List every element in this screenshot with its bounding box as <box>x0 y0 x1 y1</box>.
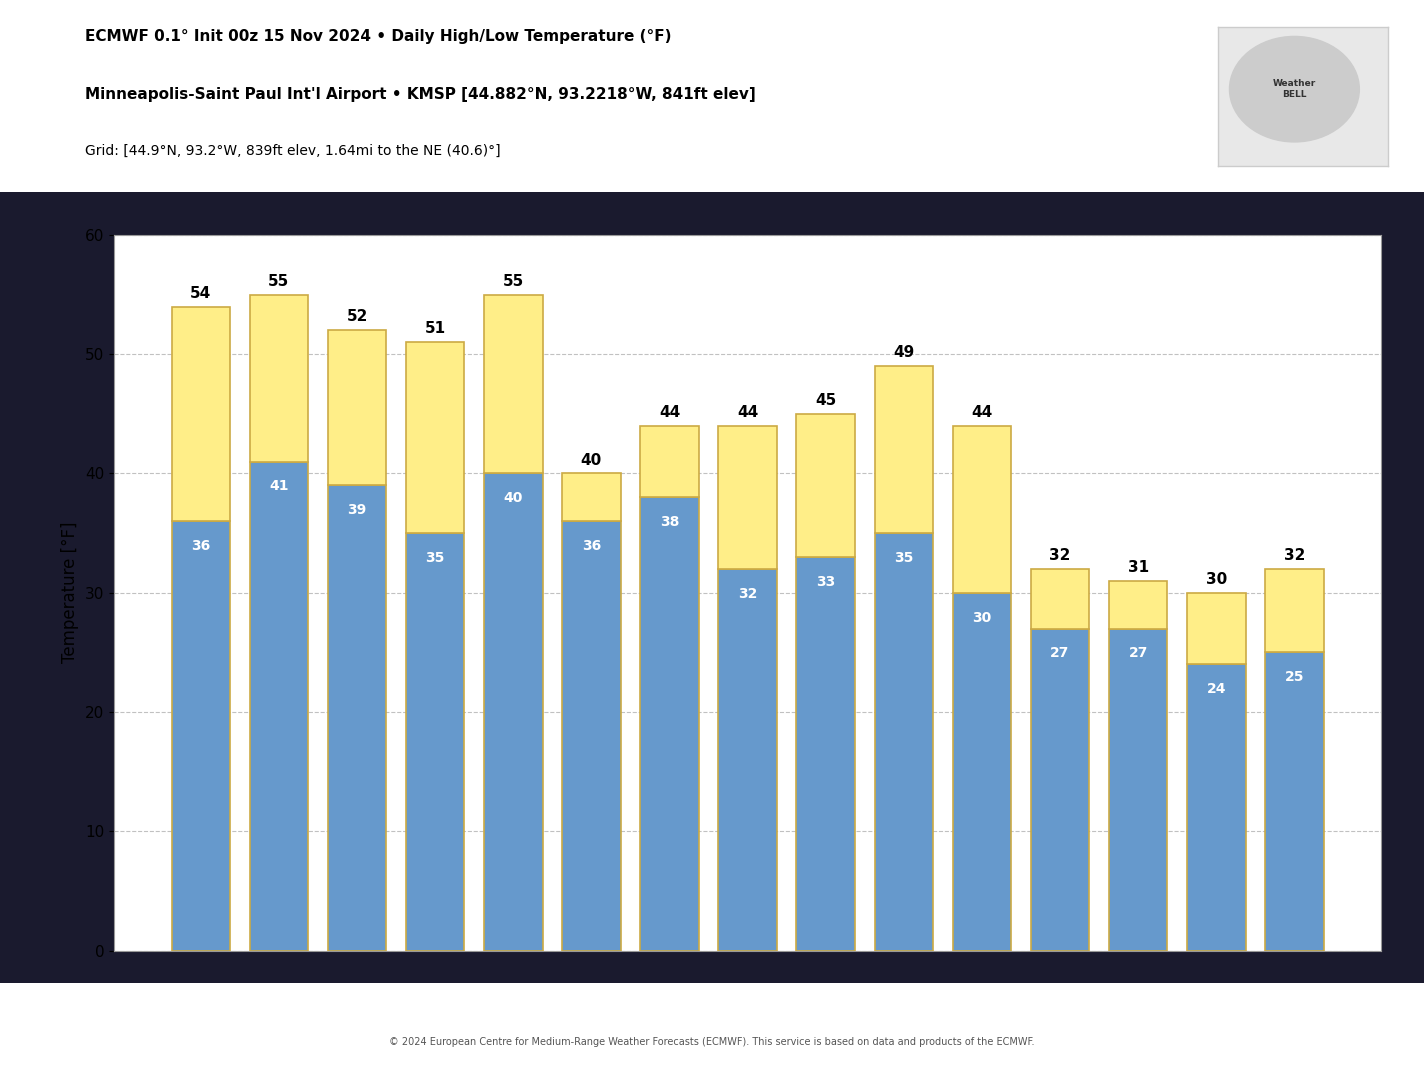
Text: Weather
BELL: Weather BELL <box>1273 79 1316 99</box>
Text: Sat: Sat <box>815 1016 836 1030</box>
Bar <box>796 557 854 951</box>
Text: 35: 35 <box>426 551 444 565</box>
Text: Sun: Sun <box>345 1016 370 1030</box>
Bar <box>249 461 308 951</box>
Text: Mon: Mon <box>968 1016 995 1030</box>
Text: 27 Nov: 27 Nov <box>1115 992 1162 1005</box>
Text: 31: 31 <box>1128 560 1149 575</box>
Bar <box>1031 569 1089 628</box>
Text: 23 Nov: 23 Nov <box>802 992 849 1005</box>
Text: 30: 30 <box>1206 571 1227 586</box>
Bar <box>406 342 464 533</box>
Text: 52: 52 <box>346 310 367 325</box>
Text: Thu: Thu <box>1203 1016 1229 1030</box>
Text: Mon: Mon <box>422 1016 449 1030</box>
Text: 36: 36 <box>582 539 601 553</box>
Bar <box>796 414 854 557</box>
Text: Fri: Fri <box>1286 1016 1303 1030</box>
Text: Tue: Tue <box>501 1016 524 1030</box>
Text: 55: 55 <box>503 273 524 288</box>
Text: 32: 32 <box>738 586 758 601</box>
Text: 55: 55 <box>268 273 289 288</box>
Text: 30: 30 <box>973 611 991 625</box>
Text: 17 Nov: 17 Nov <box>333 992 380 1005</box>
Bar <box>641 498 699 951</box>
Text: © 2024 European Centre for Medium-Range Weather Forecasts (ECMWF). This service : © 2024 European Centre for Medium-Range … <box>389 1037 1035 1048</box>
Bar <box>1031 628 1089 951</box>
Bar <box>484 295 543 473</box>
Bar <box>1265 569 1324 653</box>
Text: 21 Nov: 21 Nov <box>646 992 693 1005</box>
Text: 20 Nov: 20 Nov <box>568 992 615 1005</box>
Text: 35: 35 <box>894 551 914 565</box>
Text: 32: 32 <box>1049 548 1071 563</box>
Bar <box>1109 581 1168 628</box>
Text: ECMWF 0.1° Init 00z 15 Nov 2024 • Daily High/Low Temperature (°F): ECMWF 0.1° Init 00z 15 Nov 2024 • Daily … <box>85 29 672 44</box>
Text: 49: 49 <box>893 345 914 360</box>
Text: 33: 33 <box>816 575 836 588</box>
Text: 19 Nov: 19 Nov <box>490 992 537 1005</box>
Bar <box>1188 593 1246 664</box>
Text: Thu: Thu <box>656 1016 682 1030</box>
Text: 38: 38 <box>659 515 679 530</box>
Text: 44: 44 <box>971 405 993 420</box>
Text: 22 Nov: 22 Nov <box>723 992 772 1005</box>
Text: 36: 36 <box>191 539 211 553</box>
Bar <box>562 521 621 951</box>
Text: 24 Nov: 24 Nov <box>880 992 927 1005</box>
Bar <box>718 426 778 569</box>
Text: 54: 54 <box>191 285 211 300</box>
Text: 32: 32 <box>1283 548 1304 563</box>
Text: 29 Nov: 29 Nov <box>1272 992 1317 1005</box>
Text: 44: 44 <box>659 405 681 420</box>
Bar <box>171 307 231 521</box>
Bar <box>562 473 621 521</box>
Bar <box>484 473 543 951</box>
Text: 41: 41 <box>269 480 289 493</box>
Bar <box>249 295 308 461</box>
Text: Wed: Wed <box>577 1016 607 1030</box>
Bar <box>406 533 464 951</box>
Bar <box>1265 653 1324 951</box>
Text: Minneapolis-Saint Paul Int'l Airport • KMSP [44.882°N, 93.2218°W, 841ft elev]: Minneapolis-Saint Paul Int'l Airport • K… <box>85 87 756 101</box>
Bar <box>874 533 933 951</box>
Text: 24: 24 <box>1206 682 1226 696</box>
Text: 40: 40 <box>581 453 602 468</box>
Bar <box>718 569 778 951</box>
Text: Tue: Tue <box>1048 1016 1071 1030</box>
Text: 25: 25 <box>1284 671 1304 685</box>
Bar <box>1188 664 1246 951</box>
Bar <box>328 330 386 485</box>
Text: Wed: Wed <box>1124 1016 1152 1030</box>
Text: 40: 40 <box>504 491 523 505</box>
Bar <box>953 593 1011 951</box>
Y-axis label: Temperature [°F]: Temperature [°F] <box>61 522 80 663</box>
Text: 51: 51 <box>424 321 446 336</box>
Bar <box>171 521 231 951</box>
Text: 18 Nov: 18 Nov <box>412 992 459 1005</box>
Bar <box>953 426 1011 593</box>
Text: 28 Nov: 28 Nov <box>1193 992 1240 1005</box>
Text: Fri: Fri <box>739 1016 756 1030</box>
Bar <box>1109 628 1168 951</box>
Bar <box>874 366 933 533</box>
Text: Grid: [44.9°N, 93.2°W, 839ft elev, 1.64mi to the NE (40.6)°]: Grid: [44.9°N, 93.2°W, 839ft elev, 1.64m… <box>85 144 501 158</box>
Text: Sat: Sat <box>268 1016 290 1030</box>
Text: 26 Nov: 26 Nov <box>1037 992 1084 1005</box>
Text: 15 Nov: 15 Nov <box>178 992 225 1005</box>
Text: Fri: Fri <box>192 1016 209 1030</box>
Text: Sun: Sun <box>891 1016 917 1030</box>
Text: 45: 45 <box>815 393 836 408</box>
Text: 27: 27 <box>1051 646 1069 660</box>
Text: 44: 44 <box>738 405 758 420</box>
Text: 39: 39 <box>347 503 366 517</box>
Circle shape <box>1229 36 1360 142</box>
Bar <box>328 485 386 951</box>
Text: 27: 27 <box>1128 646 1148 660</box>
Bar <box>641 426 699 498</box>
Text: 16 Nov: 16 Nov <box>255 992 302 1005</box>
Text: 25 Nov: 25 Nov <box>958 992 1005 1005</box>
